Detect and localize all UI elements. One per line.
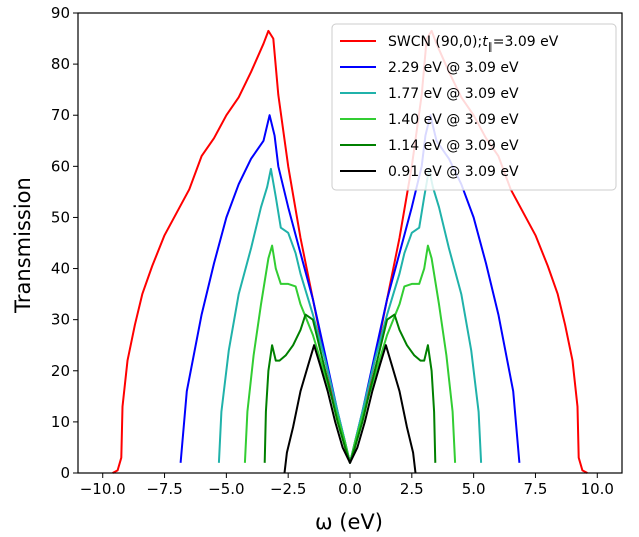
y-tick-label: 50: [51, 208, 70, 226]
series-line-4: [243, 244, 457, 464]
legend-label: 0.91 eV @ 3.09 eV: [388, 164, 519, 180]
x-axis-ticks: −10.0 −7.5 −5.0 −2.5 0.0 2.5 5.0 7.5 10.0: [80, 473, 614, 498]
y-tick-label: 60: [51, 157, 70, 175]
x-tick-label: −7.5: [146, 480, 182, 498]
x-tick-label: 5.0: [462, 480, 486, 498]
y-tick-label: 80: [51, 55, 70, 73]
legend-label: SWCN (90,0);t∥=3.09 eV: [388, 34, 559, 53]
series-line-6: [283, 344, 417, 474]
x-tick-label: 10.0: [581, 480, 614, 498]
x-tick-label: −2.5: [270, 480, 306, 498]
legend-label-main: SWCN (90,0);: [388, 34, 482, 50]
y-tick-label: 90: [51, 4, 70, 22]
legend-label: 2.29 eV @ 3.09 eV: [388, 60, 519, 76]
legend-label-t: t: [482, 34, 488, 50]
x-tick-label: 0.0: [338, 480, 362, 498]
legend-label: 1.77 eV @ 3.09 eV: [388, 86, 519, 102]
x-axis-title: ω (eV): [315, 510, 383, 534]
y-tick-label: 40: [51, 260, 70, 278]
legend: SWCN (90,0);t∥=3.09 eV 2.29 eV @ 3.09 eV 1…: [331, 23, 617, 191]
y-tick-label: 10: [51, 413, 70, 431]
x-tick-label: 2.5: [400, 480, 424, 498]
x-tick-label: −10.0: [80, 480, 126, 498]
plot-frame: [77, 12, 623, 474]
y-tick-label: 0: [60, 464, 70, 482]
legend-label: 1.40 eV @ 3.09 eV: [388, 112, 519, 128]
legend-label-sub: ∥: [488, 42, 493, 53]
legend-label-rest: =3.09 eV: [493, 34, 559, 50]
y-axis-title: Transmission: [11, 177, 35, 314]
legend-label: 1.14 eV @ 3.09 eV: [388, 138, 519, 154]
series-layer: [112, 29, 588, 474]
y-axis-ticks: 0 10 20 30 40 50 60 70 80 90: [51, 4, 78, 482]
x-tick-label: −5.0: [208, 480, 244, 498]
legend-box: [331, 23, 617, 191]
y-tick-label: 70: [51, 106, 70, 124]
x-tick-label: 7.5: [524, 480, 548, 498]
y-tick-label: 20: [51, 362, 70, 380]
series-line-3: [217, 167, 483, 464]
y-tick-label: 30: [51, 311, 70, 329]
